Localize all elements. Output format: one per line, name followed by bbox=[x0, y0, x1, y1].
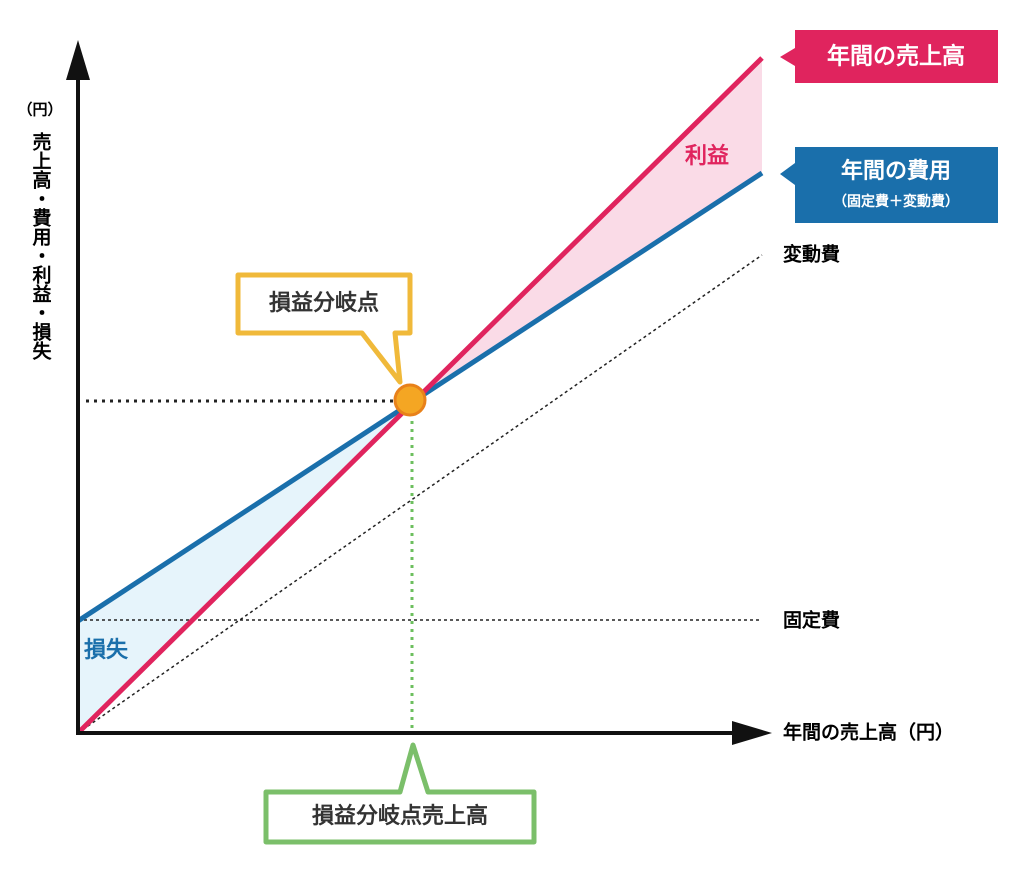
x-axis-label: 年間の売上高（円） bbox=[783, 721, 954, 744]
x-axis-arrow bbox=[732, 721, 772, 745]
y-axis-arrow bbox=[66, 40, 90, 80]
y-unit: （円） bbox=[17, 101, 62, 119]
sales-label-box bbox=[780, 30, 998, 83]
y-axis-label: 売上高・費用・利益・損失 bbox=[30, 131, 52, 361]
cost-sublabel: （固定費＋変動費） bbox=[833, 193, 959, 210]
cost-label-box bbox=[780, 147, 998, 223]
break-even-sales-label: 損益分岐点売上高 bbox=[312, 803, 488, 829]
profit-label: 利益 bbox=[685, 143, 729, 169]
variable-cost-line bbox=[77, 254, 763, 734]
break-even-point bbox=[393, 383, 427, 417]
break-even-callout bbox=[235, 272, 413, 385]
cost-label: 年間の費用 bbox=[841, 158, 951, 184]
loss-label: 損失 bbox=[84, 638, 129, 663]
sales-label: 年間の売上高 bbox=[827, 43, 965, 70]
break-even-sales-callout bbox=[263, 742, 537, 845]
break-even-point-label: 損益分岐点 bbox=[269, 290, 379, 316]
variable-cost-label: 変動費 bbox=[783, 243, 840, 266]
fixed-cost-label: 固定費 bbox=[783, 609, 840, 632]
